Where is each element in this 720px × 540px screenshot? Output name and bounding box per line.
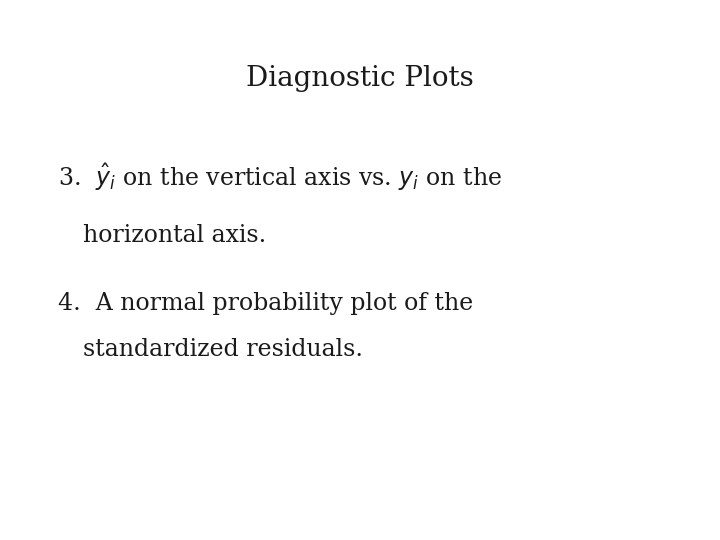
Text: standardized residuals.: standardized residuals. [83, 338, 363, 361]
Text: 4.  A normal probability plot of the: 4. A normal probability plot of the [58, 292, 473, 315]
Text: 3.  $\hat{y}_i$ on the vertical axis vs. $y_i$ on the: 3. $\hat{y}_i$ on the vertical axis vs. … [58, 162, 502, 193]
Text: horizontal axis.: horizontal axis. [83, 224, 266, 247]
Text: Diagnostic Plots: Diagnostic Plots [246, 65, 474, 92]
